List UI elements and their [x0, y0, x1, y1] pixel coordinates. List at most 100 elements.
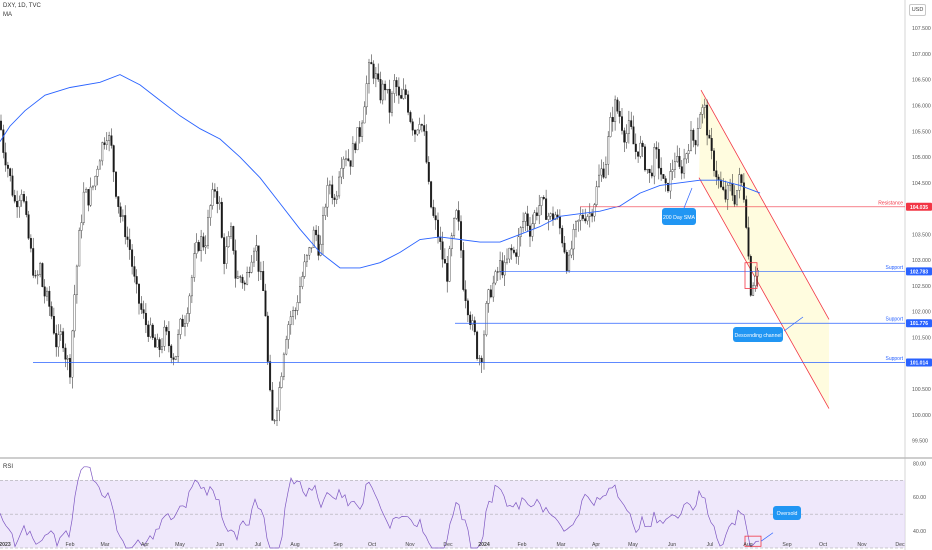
- candle-down: [43, 286, 46, 297]
- candle-down: [526, 213, 529, 227]
- level-label: Support: [885, 317, 903, 323]
- candle-up: [278, 387, 281, 411]
- candle-down: [473, 320, 476, 333]
- candle-up: [492, 282, 495, 298]
- candle-down: [23, 194, 25, 202]
- candle-up: [218, 201, 221, 205]
- candle-up: [273, 420, 276, 422]
- candle-up: [586, 216, 589, 222]
- channel-lower-line: [698, 177, 830, 409]
- candle-down: [172, 357, 175, 360]
- candle-up: [20, 194, 23, 201]
- candle-down: [717, 176, 720, 181]
- candle-down: [0, 120, 2, 130]
- candle-up: [736, 190, 738, 205]
- price-tick-label: 107.500: [912, 26, 931, 32]
- candle-up: [179, 318, 182, 335]
- candle-up: [207, 217, 209, 246]
- candle-up: [577, 219, 580, 222]
- candle-down: [124, 215, 127, 238]
- candle-up: [188, 295, 191, 314]
- candle-down: [262, 271, 265, 292]
- candle-up: [303, 261, 306, 277]
- currency-badge[interactable]: USD: [909, 4, 926, 16]
- candle-down: [62, 331, 65, 349]
- candle-down: [602, 168, 605, 178]
- rsi-line: [0, 466, 760, 549]
- candle-up: [683, 158, 686, 174]
- candle-down: [140, 303, 143, 310]
- candle-up: [351, 143, 354, 167]
- candle-down: [264, 290, 267, 317]
- candle-up: [294, 310, 297, 312]
- candle-down: [749, 256, 752, 296]
- time-tick-label: 2024: [478, 542, 490, 548]
- candle-down: [443, 259, 446, 264]
- ma-indicator-label[interactable]: MA: [3, 12, 12, 18]
- candle-down: [372, 63, 375, 79]
- candle-down: [423, 125, 426, 132]
- candle-up: [418, 124, 421, 131]
- candle-down: [733, 195, 736, 205]
- candle-up: [289, 316, 292, 325]
- candle-up: [184, 323, 186, 327]
- price-tick-label: 106.500: [912, 78, 931, 84]
- candle-up: [503, 262, 506, 276]
- candle-down: [427, 162, 430, 182]
- candle-down: [48, 290, 51, 307]
- candle-up: [368, 62, 370, 84]
- candle-down: [16, 201, 19, 208]
- candle-up: [547, 215, 550, 220]
- level-price-tag-bg: [906, 319, 932, 328]
- candle-up: [363, 106, 366, 124]
- candle-down: [388, 88, 391, 113]
- candle-down: [11, 175, 14, 196]
- time-tick-label: May: [175, 542, 185, 548]
- channel-fill: [699, 90, 829, 409]
- candle-down: [110, 135, 113, 146]
- candle-down: [126, 236, 129, 240]
- candle-down: [409, 112, 412, 122]
- candle-down: [432, 206, 435, 216]
- candle-down: [441, 241, 444, 260]
- candle-down: [197, 242, 200, 251]
- price-tick-label: 107.000: [912, 52, 931, 58]
- candle-down: [641, 142, 644, 147]
- candle-up: [570, 248, 573, 256]
- sma-callout-pointer: [683, 187, 693, 209]
- candle-up: [588, 213, 591, 217]
- candle-up: [729, 183, 732, 186]
- candle-up: [391, 93, 393, 113]
- candle-down: [115, 171, 117, 197]
- candle-down: [407, 94, 410, 113]
- candle-up: [246, 272, 249, 285]
- candle-up: [575, 221, 577, 230]
- price-tick-label: 105.000: [912, 155, 931, 161]
- candle-up: [487, 289, 490, 304]
- candle-down: [269, 361, 272, 391]
- candle-down: [349, 160, 352, 167]
- candle-down: [165, 326, 168, 332]
- candle-down: [243, 282, 246, 285]
- candle-up: [604, 164, 607, 178]
- candle-down: [740, 174, 743, 183]
- candle-up: [200, 236, 203, 251]
- candle-up: [342, 158, 345, 169]
- time-tick-label: Nov: [405, 542, 415, 548]
- candle-up: [66, 357, 69, 360]
- time-tick-label: Jul: [255, 542, 262, 548]
- candle-up: [593, 204, 596, 217]
- candle-down: [581, 214, 584, 219]
- candle-down: [379, 79, 382, 101]
- candle-down: [747, 227, 750, 257]
- candle-down: [542, 197, 545, 199]
- candle-up: [211, 189, 214, 206]
- candle-down: [411, 121, 414, 131]
- candle-up: [59, 331, 62, 335]
- candle-up: [73, 294, 76, 332]
- candle-up: [676, 156, 679, 162]
- candle-down: [556, 214, 559, 218]
- candle-down: [713, 150, 715, 171]
- candle-down: [34, 275, 37, 277]
